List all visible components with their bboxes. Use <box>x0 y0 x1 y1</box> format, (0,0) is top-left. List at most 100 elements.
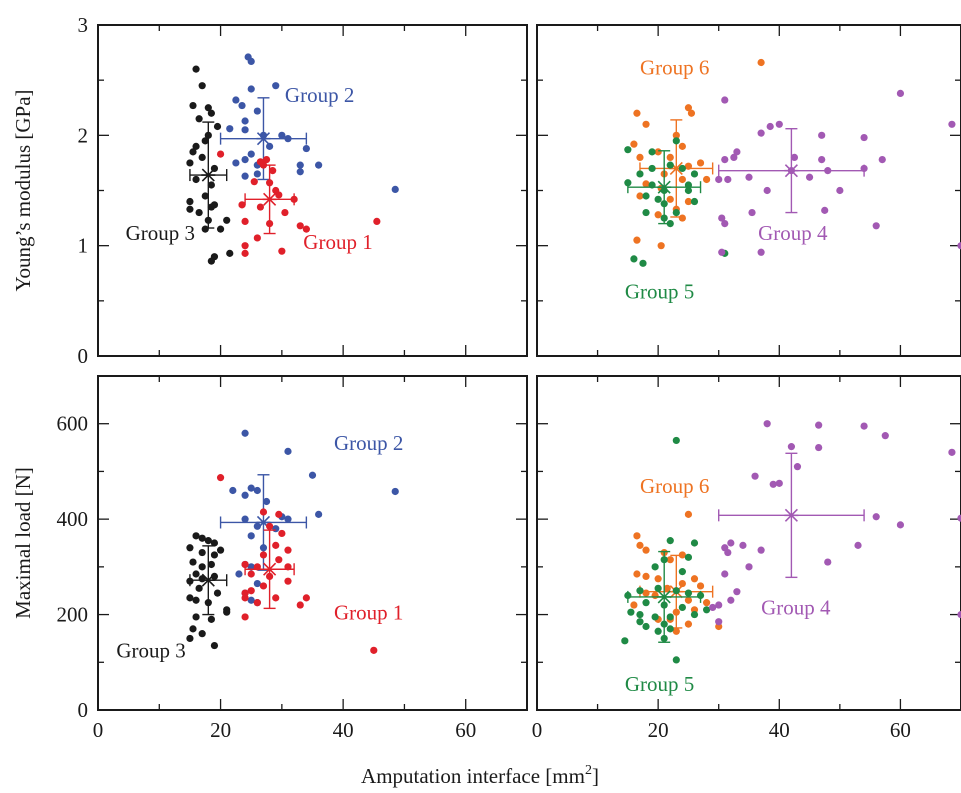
mean-marker <box>262 192 277 206</box>
data-point <box>657 242 665 250</box>
y-tick-label: 600 <box>57 412 89 436</box>
data-point <box>757 546 765 554</box>
data-point <box>247 532 255 540</box>
data-point <box>195 115 203 123</box>
data-point <box>186 197 194 206</box>
plot-area <box>621 420 961 664</box>
data-point <box>672 587 680 595</box>
data-point <box>296 161 304 169</box>
data-point <box>718 214 726 222</box>
data-point <box>247 150 255 158</box>
data-point <box>259 551 268 559</box>
data-point <box>666 625 674 633</box>
data-point <box>627 608 635 616</box>
data-point <box>818 131 826 139</box>
data-point <box>666 161 674 169</box>
data-point <box>241 515 249 523</box>
data-point <box>672 208 680 217</box>
series-label: Group 6 <box>640 474 709 498</box>
chart-panel-1: 0 1 2 3 Young’s modulus [GPa] Group 3 Group 2 G… <box>11 13 528 368</box>
plot-frame <box>97 24 528 357</box>
data-point <box>241 594 249 602</box>
data-point <box>733 588 741 596</box>
data-point <box>824 558 832 566</box>
series-label: Group 5 <box>625 672 694 696</box>
data-point <box>739 541 747 549</box>
data-point <box>269 167 277 175</box>
data-point <box>721 156 729 164</box>
x-tick-label: 0 <box>532 718 543 742</box>
data-point <box>633 570 641 578</box>
data-point <box>703 175 711 184</box>
series-label: Group 4 <box>761 596 831 620</box>
data-point <box>805 173 814 181</box>
data-point <box>642 546 650 554</box>
data-point <box>223 606 231 614</box>
series-label: Group 2 <box>334 431 403 455</box>
data-point <box>636 192 644 200</box>
data-point <box>275 510 283 518</box>
data-point <box>247 596 255 604</box>
data-point <box>259 582 268 590</box>
data-point <box>241 491 249 499</box>
data-point <box>948 448 956 456</box>
data-point <box>787 443 796 451</box>
data-point <box>192 570 200 578</box>
y-tick-label: 400 <box>57 507 89 531</box>
data-point <box>253 522 261 530</box>
data-point <box>836 186 844 195</box>
data-point <box>703 599 711 607</box>
mean-marker <box>657 590 672 604</box>
y-tick-label: 200 <box>57 603 89 627</box>
data-point <box>253 107 261 115</box>
data-point <box>235 570 243 578</box>
data-point <box>198 153 206 161</box>
data-point <box>238 101 246 110</box>
data-point <box>302 594 310 602</box>
error-bar <box>627 150 702 225</box>
data-point <box>201 192 209 200</box>
data-point <box>896 89 905 98</box>
series-group-2 <box>219 53 399 193</box>
data-point <box>872 222 880 230</box>
data-point <box>207 109 215 117</box>
data-point <box>821 206 829 214</box>
data-point <box>296 601 304 609</box>
data-point <box>642 572 650 581</box>
data-point <box>957 242 961 250</box>
data-point <box>223 216 231 224</box>
data-point <box>284 546 292 554</box>
data-point <box>241 156 249 164</box>
data-point <box>666 556 674 564</box>
series-label: Group 4 <box>758 221 828 245</box>
data-point <box>253 599 261 607</box>
series-label: Group 3 <box>126 221 195 245</box>
data-point <box>790 153 799 161</box>
data-point <box>253 579 261 588</box>
data-point <box>854 541 862 549</box>
data-point <box>684 510 693 518</box>
error-bar <box>244 164 295 235</box>
data-point <box>642 120 650 128</box>
chart-panel-4: 0 20 40 60 Group 6 Group 5 Group 4 <box>532 375 961 742</box>
data-point <box>860 133 868 142</box>
data-point <box>247 570 255 578</box>
data-point <box>690 575 699 583</box>
data-point <box>198 563 206 571</box>
data-point <box>666 153 674 161</box>
data-point <box>724 548 732 557</box>
data-point <box>253 486 261 495</box>
y-axis-label: Young’s modulus [GPa] <box>11 89 35 291</box>
data-point <box>284 515 292 523</box>
data-point <box>207 615 215 623</box>
data-point <box>654 575 662 583</box>
data-point <box>204 537 212 545</box>
data-point <box>216 150 225 158</box>
data-point <box>259 161 268 169</box>
data-point <box>266 142 274 150</box>
data-point <box>666 195 674 203</box>
data-point <box>957 514 961 522</box>
mean-marker <box>657 180 672 194</box>
data-point <box>253 170 261 178</box>
data-point <box>213 589 222 597</box>
